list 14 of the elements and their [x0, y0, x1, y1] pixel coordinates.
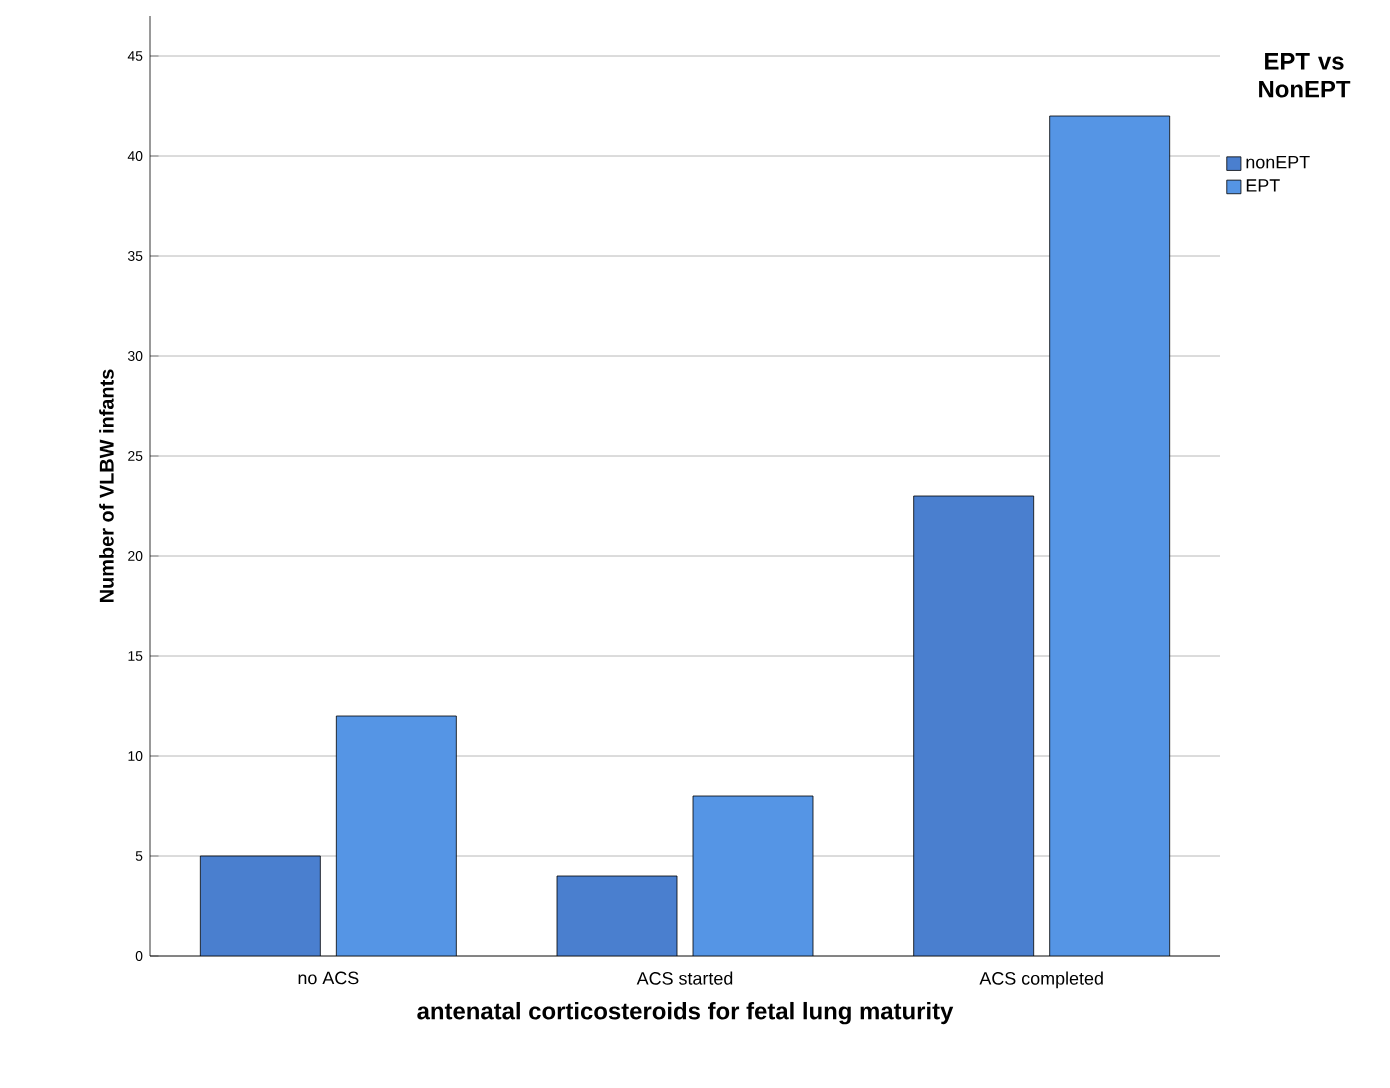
x-tick-label: ACS completed — [979, 971, 1103, 989]
y-axis-title: Number of VLBW infants — [99, 369, 114, 602]
x-tick-label: ACS started — [636, 971, 733, 985]
bar — [336, 716, 457, 956]
x-tick-label: no ACS — [298, 971, 359, 985]
legend-label: EPT — [1246, 179, 1280, 192]
bar — [913, 495, 1035, 956]
bar — [693, 796, 814, 956]
x-axis-title: antenatal corticosteroids for fetal lung maturity — [417, 1001, 954, 1025]
bar — [557, 876, 678, 956]
legend-title: EPT vs NonEPT — [1259, 53, 1351, 98]
legend-label: nonEPT — [1246, 155, 1310, 169]
bar — [1049, 115, 1171, 956]
bar — [200, 856, 321, 956]
